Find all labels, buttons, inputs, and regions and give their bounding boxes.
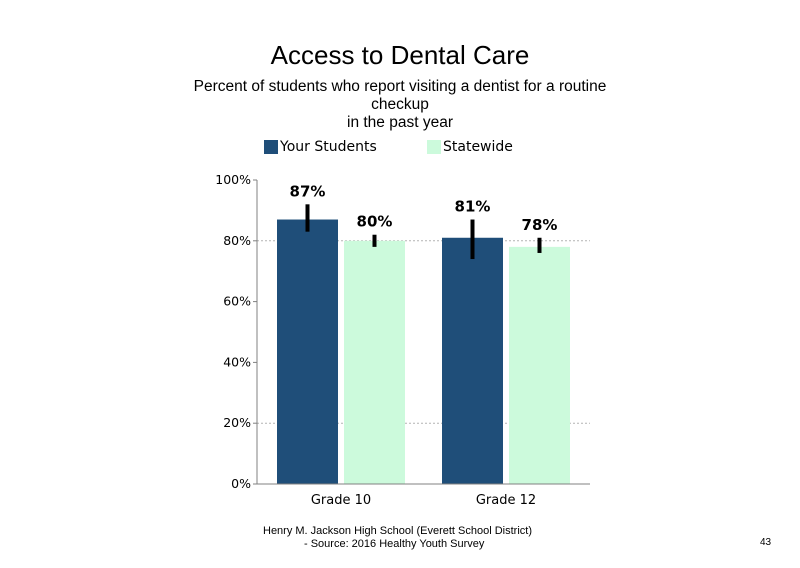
- data-label: 81%: [455, 198, 491, 216]
- chart-legend: Your Students Statewide: [0, 139, 800, 159]
- chart-title: Access to Dental Care: [270, 40, 530, 70]
- y-tick-label: 40%: [223, 354, 251, 369]
- legend-label-your-students: Your Students: [280, 139, 377, 155]
- legend-swatch-your-students: [264, 140, 278, 154]
- subtitle-line-1: Percent of students who report visiting …: [193, 78, 607, 95]
- y-tick-label: 100%: [215, 172, 251, 187]
- legend-swatch-statewide: [427, 140, 441, 154]
- bar: [277, 219, 338, 484]
- legend-label-statewide: Statewide: [443, 139, 513, 155]
- data-label: 78%: [522, 216, 558, 234]
- y-tick-label: 60%: [223, 294, 251, 309]
- legend-item-your-students: Your Students: [264, 139, 377, 155]
- y-tick-label: 80%: [223, 233, 251, 248]
- y-tick-label: 20%: [223, 415, 251, 430]
- page-number: 43: [760, 537, 772, 548]
- footer-school: Henry M. Jackson High School (Everett Sc…: [263, 525, 532, 537]
- bar: [344, 240, 405, 484]
- data-label: 80%: [357, 213, 393, 231]
- chart-subtitle: Percent of students who report visiting …: [170, 78, 630, 132]
- footer-source: - Source: 2016 Healthy Youth Survey: [304, 538, 485, 550]
- bar: [509, 246, 570, 484]
- subtitle-line-3: in the past year: [347, 114, 453, 131]
- data-label: 87%: [290, 182, 326, 200]
- x-tick-label: Grade 12: [476, 493, 536, 508]
- x-tick-label: Grade 10: [311, 493, 371, 508]
- subtitle-line-2: checkup: [371, 96, 429, 113]
- legend-item-statewide: Statewide: [427, 139, 513, 155]
- bar: [442, 237, 503, 484]
- y-tick-label: 0%: [231, 476, 251, 491]
